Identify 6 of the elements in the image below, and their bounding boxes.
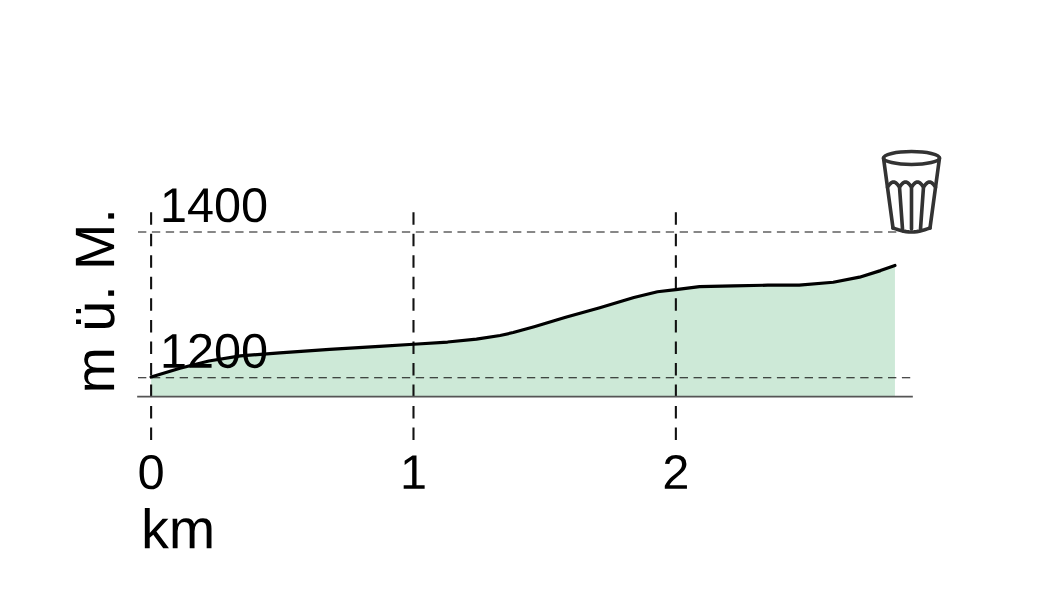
y-axis-title: m ü. M. [75,213,115,390]
x-axis-title: km [144,507,212,549]
y-tick-label: 1400 [163,187,267,223]
x-tick-label: 0 [139,454,163,490]
x-tick-label: 2 [664,454,687,489]
x-tick-label: 1 [403,455,425,489]
